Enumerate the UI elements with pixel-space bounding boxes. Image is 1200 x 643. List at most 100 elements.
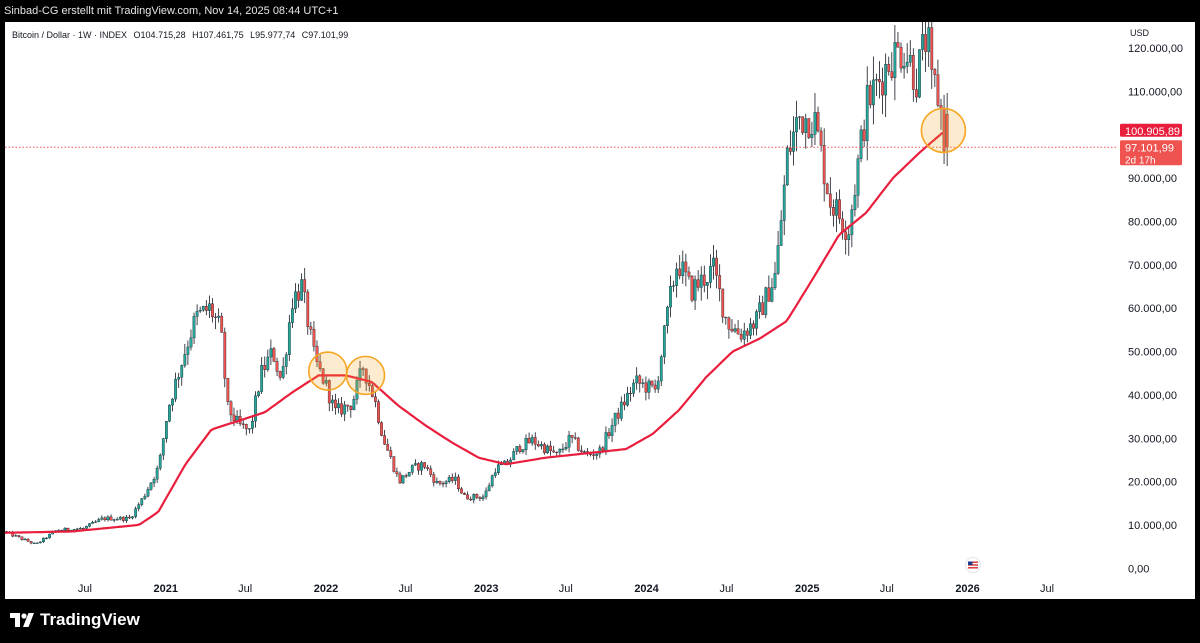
candle — [38, 541, 42, 544]
candle — [386, 438, 390, 451]
price-tick-label: 110.000,00 — [1128, 86, 1182, 98]
time-tick-label: 2023 — [474, 583, 498, 595]
symbol-label[interactable]: Bitcoin / Dollar · 1W · INDEX — [12, 30, 128, 40]
candle — [429, 465, 433, 478]
candle — [318, 354, 322, 372]
candle — [552, 445, 556, 453]
candle-series — [5, 22, 949, 545]
candle — [457, 474, 460, 492]
candle — [718, 264, 722, 302]
candle — [48, 533, 51, 539]
candle — [816, 106, 820, 133]
highlight-circle — [307, 351, 348, 391]
ma-price-tag: 100.905,89 — [1120, 123, 1182, 138]
moving-average-line — [5, 131, 944, 534]
candle — [619, 396, 623, 422]
candle — [82, 527, 85, 530]
candle — [263, 356, 267, 378]
candle — [327, 379, 331, 412]
candle — [629, 386, 632, 402]
price-tick-label: 40.000,00 — [1128, 390, 1177, 402]
candle — [260, 357, 264, 394]
candle — [466, 491, 469, 500]
candle — [223, 327, 227, 388]
candle — [838, 189, 841, 224]
candle — [908, 40, 912, 67]
candle — [742, 322, 746, 346]
candle — [303, 268, 307, 304]
candle — [306, 289, 310, 335]
candle — [727, 316, 731, 339]
candle — [211, 298, 214, 323]
candle — [536, 440, 540, 448]
price-axis[interactable]: 0,00 10.000,00 20.000,00 30.000,00 40.000,00… — [1128, 43, 1183, 575]
candle — [272, 346, 276, 363]
candle — [681, 250, 685, 284]
candle — [195, 304, 199, 326]
candle — [752, 320, 755, 336]
candle — [229, 400, 233, 422]
candle — [576, 436, 580, 452]
candle — [610, 418, 614, 443]
last-price-label: 97.101,99 — [1125, 142, 1174, 154]
candle — [198, 306, 202, 313]
candle — [724, 316, 728, 325]
candle — [417, 462, 420, 475]
time-axis[interactable]: Jul 2021 Jul 2022 Jul 2023 Jul 2024 Jul 2025 Jul 20… — [78, 583, 1054, 595]
candle — [650, 380, 654, 388]
candle — [186, 340, 190, 365]
candle — [189, 329, 193, 351]
candlestick-chart[interactable]: 0,00 10.000,00 20.000,00 30.000,00 40.000,00… — [5, 22, 1195, 599]
time-tick-label: 2026 — [955, 583, 979, 595]
candle — [644, 376, 648, 401]
candle — [134, 506, 138, 519]
candle — [340, 397, 343, 417]
us-flag-icon[interactable] — [965, 557, 981, 573]
candle — [515, 446, 519, 455]
candle — [592, 449, 596, 460]
candle — [23, 537, 27, 541]
candle — [192, 312, 196, 344]
candle — [871, 56, 875, 125]
candle — [441, 481, 445, 488]
candle — [918, 49, 921, 99]
candle — [641, 378, 645, 388]
price-tick-label: 80.000,00 — [1128, 216, 1177, 228]
candle — [42, 537, 45, 543]
candle — [284, 352, 288, 375]
candle — [297, 283, 300, 308]
candle — [161, 437, 165, 461]
candle — [607, 427, 611, 439]
candle — [887, 56, 891, 76]
candle — [112, 518, 116, 523]
candle — [100, 515, 104, 521]
tradingview-logo[interactable]: TradingView — [10, 610, 140, 630]
candle — [739, 328, 743, 343]
candle — [930, 22, 934, 89]
candle — [730, 319, 734, 333]
candle — [355, 376, 359, 405]
price-tick-label: 70.000,00 — [1128, 260, 1177, 272]
candle — [558, 448, 562, 456]
candle — [856, 154, 860, 208]
candle — [638, 374, 642, 393]
candle — [349, 405, 353, 418]
candle — [690, 275, 694, 303]
candle — [878, 61, 881, 99]
candle — [97, 517, 101, 523]
candle — [143, 493, 147, 501]
candle — [936, 59, 940, 108]
candle — [128, 514, 131, 519]
chart-panel[interactable]: 0,00 10.000,00 20.000,00 30.000,00 40.000,00… — [5, 22, 1195, 599]
candle — [776, 231, 780, 276]
candle — [334, 393, 337, 415]
price-tick-label: 0,00 — [1128, 563, 1149, 575]
candle — [174, 372, 177, 403]
candle — [374, 391, 377, 408]
highlight-circle — [345, 355, 386, 396]
candle — [32, 542, 36, 544]
candle — [678, 255, 682, 280]
candle — [472, 493, 476, 504]
candle — [214, 312, 217, 330]
candle — [709, 254, 712, 289]
